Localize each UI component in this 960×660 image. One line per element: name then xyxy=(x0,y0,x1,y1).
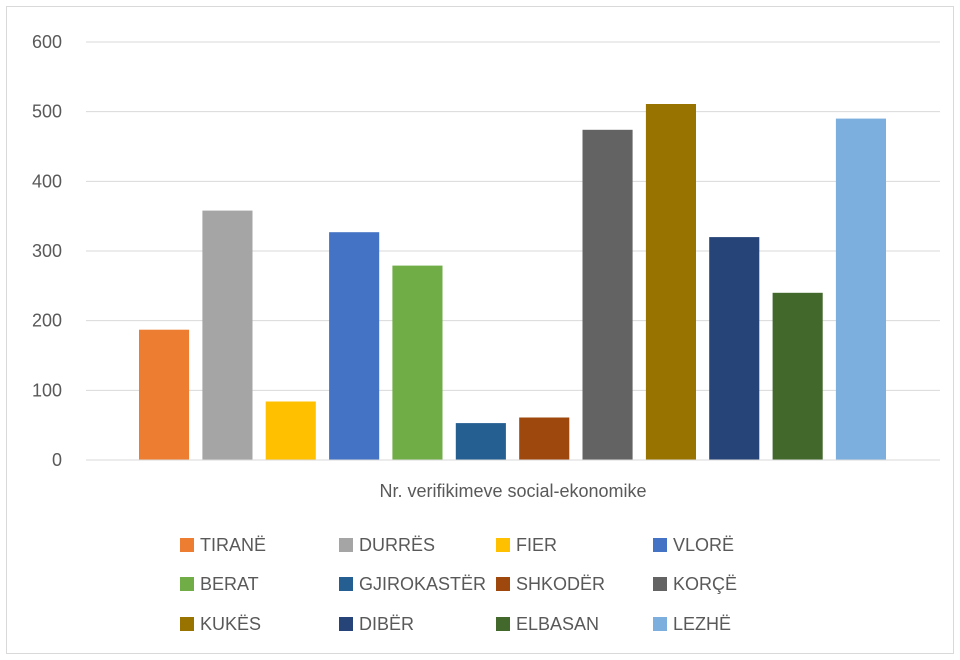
bar-2 xyxy=(202,210,253,460)
bar-12 xyxy=(835,118,886,460)
legend-label: BERAT xyxy=(200,574,259,594)
legend: TIRANË DURRËS FIER VLORË BERAT GJIROKASTËR SHK… xyxy=(180,535,737,634)
bar-4 xyxy=(329,232,380,460)
bar-8 xyxy=(582,129,633,461)
legend-label: GJIROKASTËR xyxy=(359,574,486,594)
legend-swatch xyxy=(653,617,667,631)
bar-3 xyxy=(265,401,316,460)
legend-swatch xyxy=(653,538,667,552)
x-axis-title: Nr. verifikimeve social-ekonomike xyxy=(379,481,646,501)
bars xyxy=(139,104,886,461)
legend-swatch xyxy=(339,538,353,552)
legend-swatch xyxy=(339,577,353,591)
legend-swatch xyxy=(496,538,510,552)
bar-6 xyxy=(455,423,506,460)
legend-swatch xyxy=(339,617,353,631)
bar-7 xyxy=(519,417,570,460)
legend-swatch xyxy=(653,577,667,591)
legend-label: KORÇË xyxy=(673,574,737,594)
bar-1 xyxy=(139,329,190,460)
axes: 0 100 200 300 400 500 600 xyxy=(32,32,940,470)
legend-label: DIBËR xyxy=(359,614,414,634)
legend-swatch xyxy=(180,538,194,552)
legend-label: TIRANË xyxy=(200,535,266,555)
legend-label: FIER xyxy=(516,535,557,555)
legend-swatch xyxy=(496,577,510,591)
y-tick-label: 400 xyxy=(32,171,62,191)
legend-label: VLORË xyxy=(673,535,734,555)
legend-label: ELBASAN xyxy=(516,614,599,634)
y-tick-label: 200 xyxy=(32,311,62,331)
y-tick-label: 300 xyxy=(32,241,62,261)
legend-swatch xyxy=(180,577,194,591)
y-tick-label: 0 xyxy=(52,450,62,470)
legend-label: KUKËS xyxy=(200,614,261,634)
bar-9 xyxy=(645,104,696,460)
legend-label: DURRËS xyxy=(359,535,435,555)
y-tick-label: 500 xyxy=(32,102,62,122)
y-tick-label: 600 xyxy=(32,32,62,52)
legend-label: SHKODËR xyxy=(516,574,605,594)
legend-label: LEZHË xyxy=(673,614,731,634)
bar-11 xyxy=(772,292,823,460)
bar-5 xyxy=(392,265,443,460)
y-tick-label: 100 xyxy=(32,380,62,400)
legend-swatch xyxy=(180,617,194,631)
legend-swatch xyxy=(496,617,510,631)
bar-10 xyxy=(709,237,760,460)
